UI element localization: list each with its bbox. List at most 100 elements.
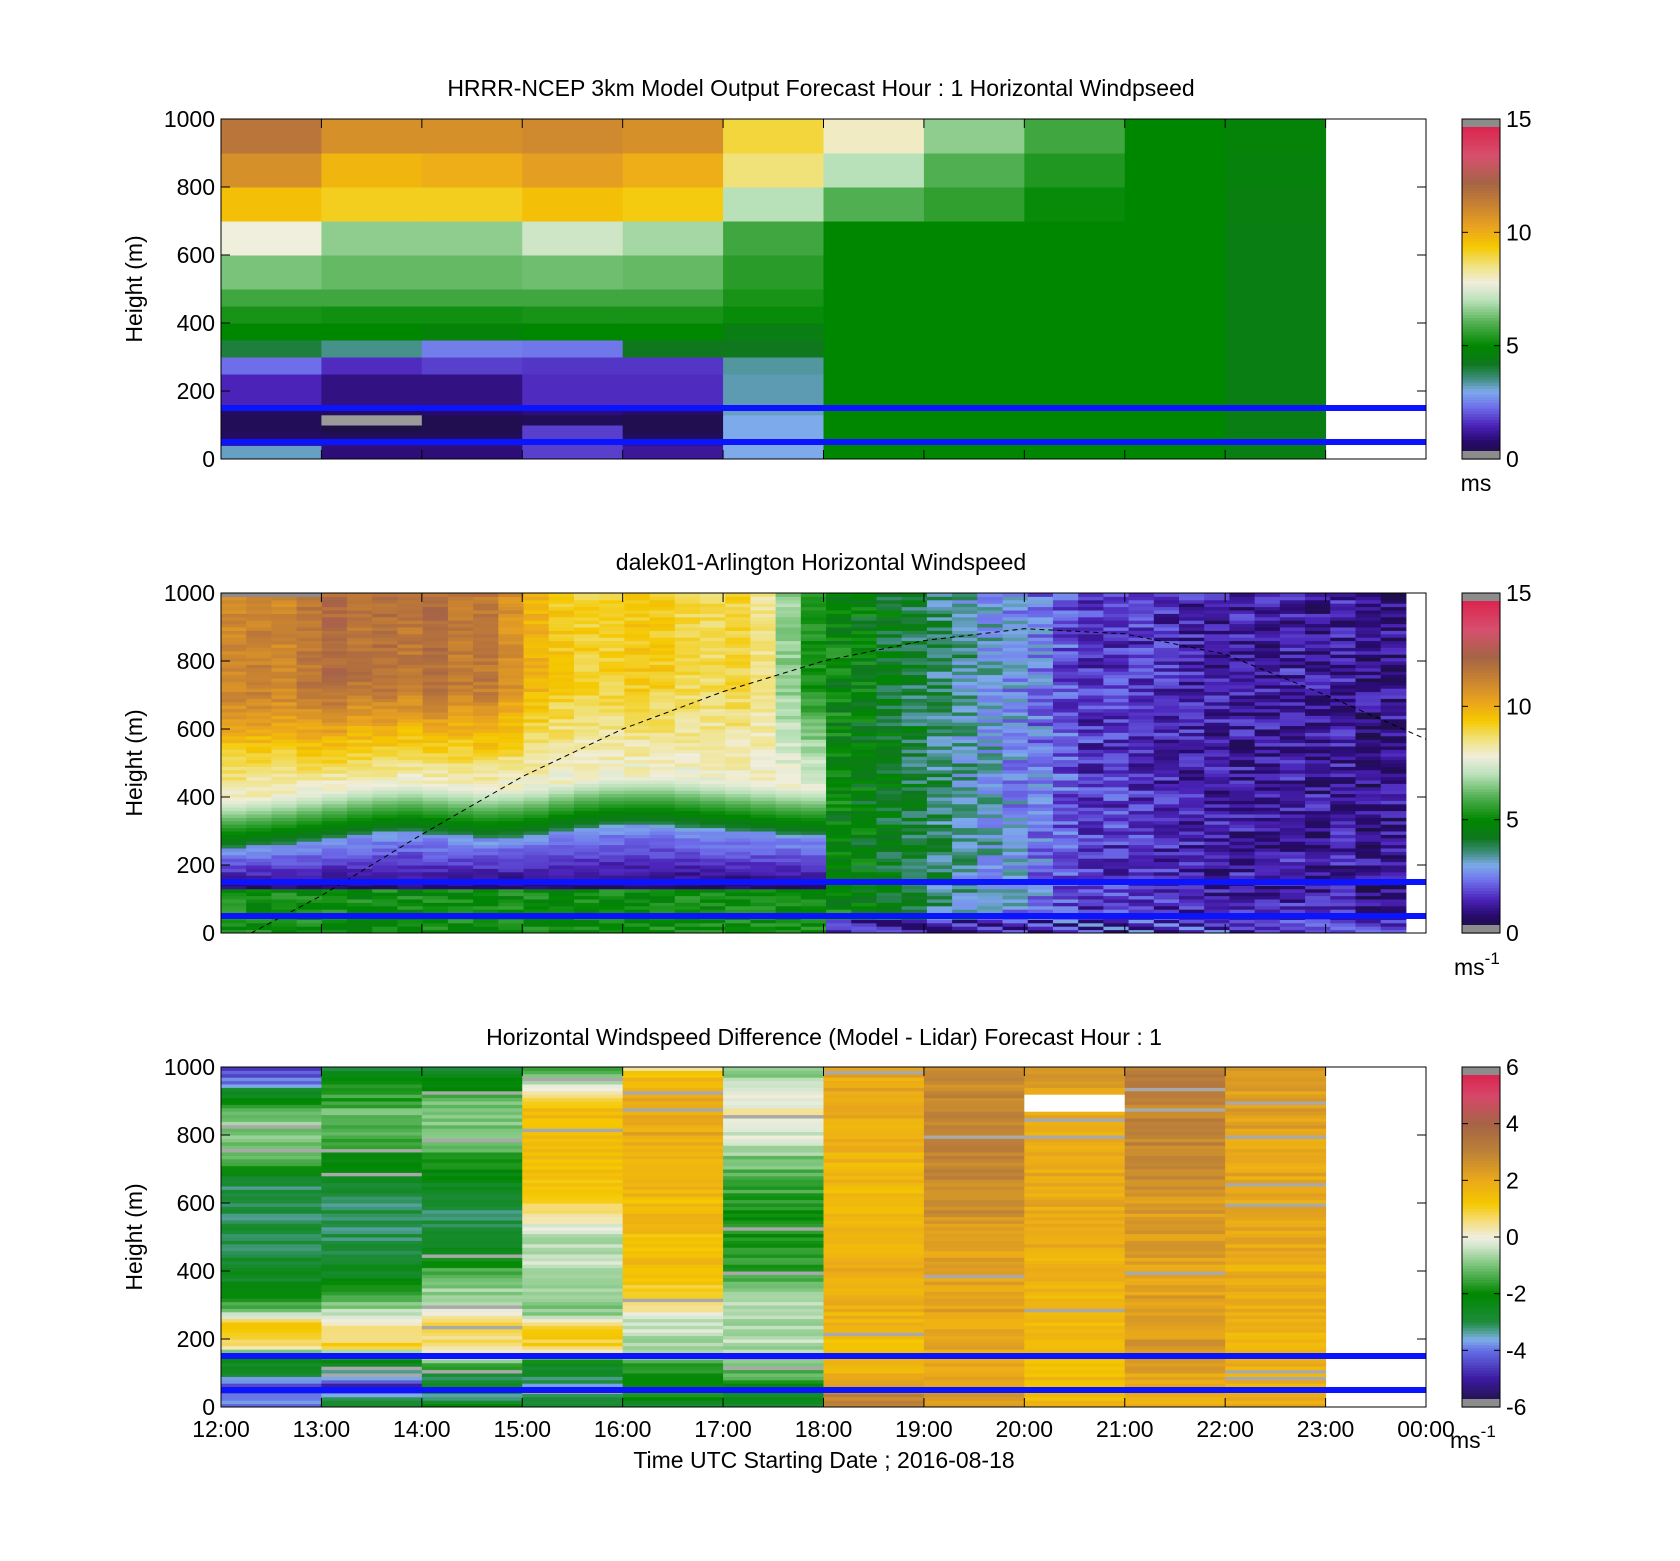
heatmap-cell <box>1153 837 1180 842</box>
heatmap-cell <box>473 861 499 866</box>
heatmap-cell <box>725 803 751 808</box>
heatmap-cell <box>548 783 575 788</box>
heatmap-cell <box>473 695 499 699</box>
heatmap-cell <box>372 712 398 716</box>
heatmap-cell <box>573 630 600 635</box>
heatmap-cell <box>1229 650 1256 655</box>
heatmap-cell <box>1052 824 1079 829</box>
heatmap-cell <box>473 929 499 934</box>
heatmap-cell <box>823 391 925 406</box>
heatmap-cell <box>473 718 499 723</box>
heatmap-cell <box>473 613 499 618</box>
heatmap-cell <box>750 705 777 710</box>
heatmap-cell <box>1078 599 1104 604</box>
panel-title: dalek01-Arlington Horizontal Windspeed <box>616 549 1026 575</box>
heatmap-cell <box>700 705 726 710</box>
heatmap-cell <box>271 834 298 839</box>
heatmap-cell <box>826 729 852 733</box>
heatmap-cell <box>876 671 903 676</box>
heatmap-cell <box>1179 756 1205 761</box>
heatmap-cell <box>1355 800 1382 805</box>
heatmap-cell <box>1254 627 1281 631</box>
heatmap-cell <box>851 695 877 699</box>
heatmap-cell <box>876 739 903 744</box>
heatmap-cell <box>800 895 827 900</box>
heatmap-cell <box>321 674 348 679</box>
heatmap-cell <box>725 919 751 924</box>
heatmap-cell <box>952 722 978 727</box>
heatmap-cell <box>1279 732 1306 737</box>
heatmap-cell <box>473 865 499 869</box>
heatmap-cell <box>800 759 827 764</box>
heatmap-cell <box>775 627 802 631</box>
heatmap-cell <box>1355 902 1382 907</box>
heatmap-cell <box>674 620 701 625</box>
heatmap-cell <box>1204 780 1230 784</box>
heatmap-cell <box>775 722 802 727</box>
heatmap-cell <box>1128 790 1155 795</box>
heatmap-cell <box>649 742 676 747</box>
heatmap-cell <box>800 715 827 720</box>
heatmap-cell <box>422 620 449 625</box>
colorbar-swatch <box>1462 198 1500 202</box>
heatmap-cell <box>876 596 903 601</box>
heatmap-cell <box>826 610 852 614</box>
heatmap-cell <box>800 831 827 835</box>
heatmap-cell <box>1254 810 1281 815</box>
heatmap-cell <box>800 667 827 672</box>
heatmap-cell <box>1027 630 1054 635</box>
heatmap-cell <box>674 678 701 682</box>
heatmap-cell <box>1052 817 1079 822</box>
heatmap-cell <box>447 708 474 713</box>
heatmap-cell <box>523 895 550 900</box>
heatmap-cell <box>447 718 474 723</box>
heatmap-cell <box>674 919 701 924</box>
heatmap-cell <box>221 851 247 856</box>
heatmap-cell <box>800 905 827 910</box>
heatmap-cell <box>700 630 726 635</box>
heatmap-cell <box>1305 814 1331 818</box>
heatmap-cell <box>775 861 802 866</box>
heatmap-cell <box>624 627 651 631</box>
heatmap-cell <box>800 810 827 815</box>
heatmap-cell <box>1355 644 1382 648</box>
heatmap-cell <box>1128 844 1155 849</box>
heatmap-cell <box>1052 848 1079 852</box>
heatmap-cell <box>826 831 852 835</box>
heatmap-cell <box>851 803 877 808</box>
heatmap-cell <box>851 827 877 832</box>
heatmap-cell <box>347 817 373 822</box>
heatmap-cell <box>725 688 751 693</box>
heatmap-cell <box>725 868 751 873</box>
heatmap-cell <box>1103 824 1130 829</box>
heatmap-cell <box>296 671 323 676</box>
heatmap-cell <box>649 929 676 934</box>
heatmap-cell <box>321 895 348 900</box>
heatmap-cell <box>271 678 298 682</box>
heatmap-cell <box>321 664 348 669</box>
heatmap-cell <box>1204 905 1230 910</box>
heatmap-cell <box>447 759 474 764</box>
heatmap-cell <box>725 627 751 631</box>
heatmap-cell <box>1355 773 1382 778</box>
colorbar-swatch <box>1462 297 1500 301</box>
heatmap-cell <box>221 875 247 880</box>
heatmap-cell <box>271 674 298 679</box>
heatmap-cell <box>1052 868 1079 873</box>
heatmap-cell <box>750 834 777 839</box>
heatmap-cell <box>1128 776 1155 781</box>
heatmap-cell <box>649 718 676 723</box>
heatmap-cell <box>321 596 348 601</box>
heatmap-cell <box>1330 868 1356 873</box>
heatmap-cell <box>1279 623 1306 628</box>
heatmap-cell <box>397 739 424 744</box>
colorbar-swatch <box>1462 359 1500 364</box>
heatmap-cell <box>750 684 777 689</box>
heatmap-cell <box>800 783 827 788</box>
heatmap-cell <box>1128 871 1155 876</box>
heatmap-cell <box>271 671 298 676</box>
heatmap-cell <box>1027 909 1054 914</box>
heatmap-cell <box>649 695 676 699</box>
heatmap-cell <box>1355 763 1382 767</box>
heatmap-cell <box>271 871 298 876</box>
